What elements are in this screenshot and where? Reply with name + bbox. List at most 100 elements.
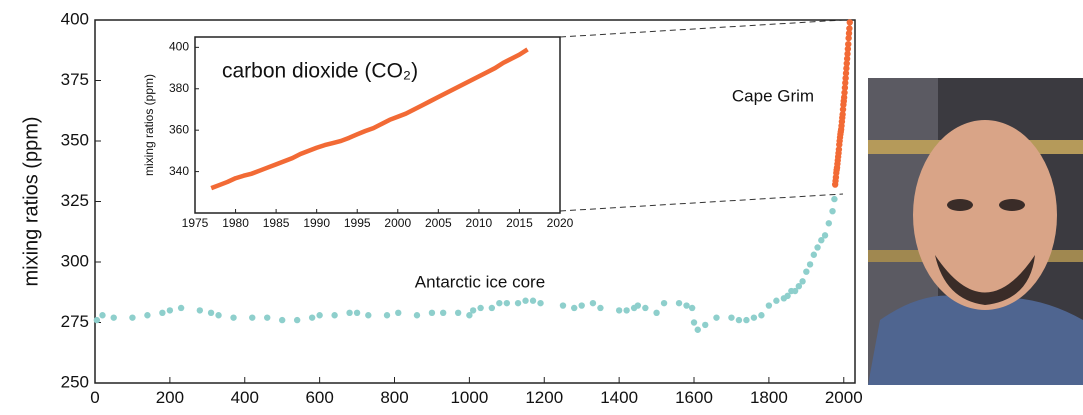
data-point	[496, 299, 503, 307]
x-tick-label: 600	[305, 388, 333, 407]
y-tick-label: 400	[61, 9, 89, 28]
data-point	[264, 314, 271, 321]
data-point	[166, 307, 174, 314]
data-point	[690, 319, 698, 326]
data-point	[623, 307, 630, 314]
y-tick-label: 350	[61, 130, 89, 149]
photo-face	[913, 120, 1057, 310]
data-point	[688, 304, 696, 312]
x-tick-label: 200	[156, 388, 184, 407]
y-tick-label: 340	[169, 164, 189, 178]
x-tick-label: 2010	[466, 216, 493, 230]
y-tick-label: 325	[61, 191, 89, 210]
data-line	[210, 47, 529, 191]
data-point	[110, 314, 117, 321]
x-tick-label: 2005	[425, 216, 452, 230]
data-point	[795, 283, 803, 290]
data-point	[331, 312, 338, 319]
data-point	[844, 45, 852, 53]
data-point	[215, 312, 222, 319]
data-point	[144, 312, 151, 319]
y-tick-label: 300	[61, 251, 89, 270]
data-point	[395, 309, 402, 317]
photo-eye	[999, 199, 1025, 211]
x-tick-label: 2015	[506, 216, 533, 230]
main-chart: 0 200 400 600 800 1000 1200 1400 1600 1800 2000 250…	[20, 9, 862, 406]
data-point	[308, 314, 316, 321]
data-point	[466, 312, 473, 319]
data-point	[578, 302, 585, 309]
x-tick-label: 1990	[303, 216, 330, 230]
data-point	[845, 30, 853, 37]
photo	[868, 78, 1083, 385]
data-point	[842, 79, 849, 87]
data-point	[846, 25, 853, 32]
data-point	[803, 268, 810, 275]
annotation: Cape Grim	[732, 86, 814, 105]
data-point	[589, 299, 597, 307]
data-point	[818, 237, 825, 244]
data-point	[293, 316, 301, 324]
zoom-connector	[559, 193, 844, 212]
data-point	[653, 309, 660, 317]
data-point	[843, 55, 851, 62]
data-point	[571, 304, 578, 312]
data-point	[694, 326, 701, 333]
data-point	[799, 278, 806, 285]
data-point	[207, 309, 215, 317]
x-tick-label: 0	[90, 388, 99, 407]
x-tick-label: 1400	[600, 388, 638, 407]
x-tick-label: 800	[380, 388, 408, 407]
data-point	[821, 232, 829, 239]
data-point	[773, 297, 780, 304]
y-tick-label: 400	[169, 40, 189, 54]
data-point	[353, 309, 361, 317]
data-point	[383, 312, 391, 319]
data-point	[844, 50, 851, 58]
y-tick-label: 250	[61, 372, 89, 391]
y-tick-label: 380	[169, 81, 189, 95]
data-point	[814, 244, 821, 251]
data-point	[841, 89, 848, 96]
data-point	[845, 34, 852, 42]
data-point	[99, 312, 106, 319]
data-point	[230, 314, 237, 321]
data-point	[843, 65, 850, 72]
data-point	[829, 207, 836, 215]
data-point	[845, 41, 852, 48]
data-point	[365, 312, 372, 319]
data-point	[503, 299, 511, 307]
x-tick-label: 2000	[825, 388, 863, 407]
inset-chart: 1975 1980 1985 1990 1995 2000 2005 2010 2015 2020…	[142, 40, 573, 230]
data-point	[846, 19, 853, 26]
inset-title: carbon dioxide (CO₂)	[222, 60, 418, 83]
data-point	[839, 111, 846, 118]
data-point	[522, 297, 529, 304]
data-point	[469, 307, 477, 314]
data-point	[642, 304, 649, 312]
data-point	[529, 297, 537, 304]
data-point	[831, 195, 838, 203]
data-point	[660, 299, 668, 307]
data-point	[413, 312, 421, 319]
data-point	[842, 74, 849, 82]
annotation: Antarctic ice core	[415, 272, 545, 291]
data-point	[488, 304, 496, 312]
x-tick-label: 400	[231, 388, 259, 407]
data-point	[806, 261, 814, 268]
data-point	[428, 309, 436, 317]
data-point	[784, 292, 791, 300]
x-tick-label: 1980	[222, 216, 249, 230]
data-point	[177, 304, 185, 312]
data-point	[537, 299, 544, 307]
data-point	[346, 309, 353, 317]
data-point	[439, 309, 447, 317]
y-tick-label: 375	[61, 70, 89, 89]
x-tick-label: 2000	[384, 216, 411, 230]
data-point	[839, 106, 847, 113]
data-point	[735, 316, 743, 324]
x-tick-label: 2020	[547, 216, 574, 230]
photo-shirt	[868, 295, 1083, 385]
data-point	[196, 307, 204, 314]
